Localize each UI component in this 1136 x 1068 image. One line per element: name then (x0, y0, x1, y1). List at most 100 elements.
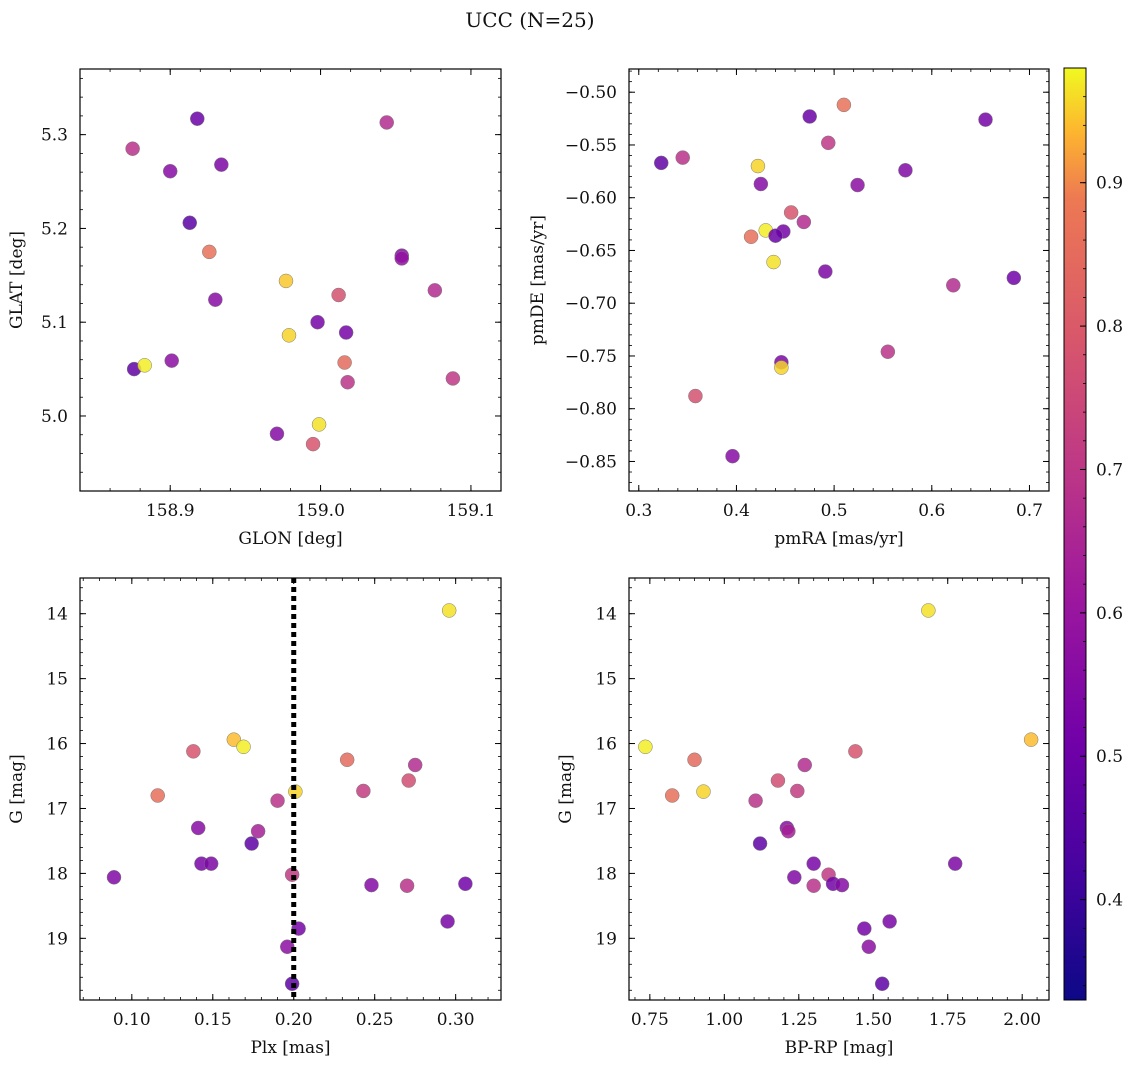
y-tick-label: 5.0 (41, 407, 68, 427)
y-axis-label: pmDE [mas/yr] (528, 215, 548, 345)
scatter-point (748, 793, 763, 808)
scatter-point (401, 773, 416, 788)
scatter-point (339, 752, 355, 768)
colorbar-tick-label: 0.7 (1096, 460, 1123, 480)
scatter-point (768, 228, 783, 243)
scatter-point (848, 744, 863, 759)
y-tick-label: 17 (46, 799, 68, 819)
y-tick-label: 5.3 (41, 126, 68, 146)
figure-title: UCC (N=25) (465, 8, 594, 32)
x-tick-label: 159.0 (296, 501, 345, 521)
scatter-point (164, 353, 179, 368)
scatter-point (1023, 732, 1039, 747)
scatter-point (208, 292, 223, 307)
scatter-point (190, 111, 205, 126)
x-tick-label: 0.10 (113, 1010, 151, 1030)
scatter-point (874, 976, 890, 992)
scatter-point (787, 870, 802, 885)
scatter-point (250, 823, 266, 839)
colorbar-tick-label: 0.5 (1096, 747, 1123, 767)
scatter-point (978, 112, 993, 127)
x-tick-label: 0.75 (631, 1010, 669, 1030)
scatter-point (802, 109, 817, 124)
scatter-point (770, 773, 786, 788)
x-tick-label: 0.3 (625, 501, 652, 521)
colorbar-tick-label: 0.4 (1096, 891, 1123, 911)
scatter-point (688, 388, 703, 404)
scatter-point (337, 355, 352, 370)
scatter-point (947, 856, 963, 871)
x-tick-label: 0.7 (1016, 501, 1043, 521)
scatter-point (821, 135, 836, 151)
scatter-point (427, 283, 443, 298)
x-tick-label: 159.1 (447, 501, 496, 521)
scatter-point (125, 141, 140, 156)
x-tick-label: 0.20 (275, 1010, 313, 1030)
scatter-point (766, 254, 781, 270)
y-tick-label: 16 (46, 735, 68, 755)
scatter-point (340, 374, 355, 390)
scatter-point (836, 97, 852, 113)
scatter-point (725, 448, 740, 464)
x-axis-label: GLON [deg] (238, 529, 342, 549)
x-tick-label: 1.75 (929, 1010, 967, 1030)
y-tick-label: 16 (595, 735, 617, 755)
x-tick-label: 1.00 (705, 1010, 743, 1030)
x-tick-label: 0.6 (918, 501, 945, 521)
scatter-point (783, 205, 799, 220)
scatter-point (379, 115, 394, 130)
scatter-point (305, 436, 321, 452)
y-tick-label: 14 (595, 605, 617, 625)
x-tick-label: 0.25 (356, 1010, 394, 1030)
x-tick-label: 0.30 (437, 1010, 475, 1030)
scatter-point (182, 215, 198, 231)
y-tick-label: −0.80 (565, 400, 617, 420)
y-tick-label: 5.1 (41, 313, 68, 333)
x-tick-label: 0.4 (723, 501, 750, 521)
scatter-point (106, 870, 122, 885)
scatter-point (752, 836, 768, 851)
scatter-point (310, 314, 325, 330)
scatter-point (441, 603, 457, 618)
scatter-point (190, 820, 206, 836)
scatter-point (834, 877, 850, 893)
axes-frame (79, 577, 502, 1001)
y-tick-label: −0.65 (565, 241, 617, 261)
scatter-point (244, 836, 259, 851)
colorbar-tick-label: 0.6 (1096, 604, 1123, 624)
x-tick-label: 158.9 (146, 501, 195, 521)
x-axis-label: pmRA [mas/yr] (774, 529, 903, 549)
scatter-point (638, 739, 653, 755)
y-tick-label: 18 (46, 864, 68, 884)
x-axis-label: BP-RP [mag] (785, 1038, 894, 1058)
scatter-point (311, 417, 327, 432)
scatter-point (687, 752, 702, 768)
scatter-point (280, 939, 295, 955)
panel-pmra-pmde: 0.3 0.4 0.5 0.6 0.7 −0.85 −0.80 −0.75 −0.70 −0.65… (528, 68, 1050, 549)
y-tick-label: 17 (595, 799, 617, 819)
y-tick-label: 5.2 (41, 219, 68, 239)
scatter-point (440, 914, 455, 929)
scatter-point (946, 278, 961, 293)
panel-plx-g: 0.10 0.15 0.20 0.25 0.30 14 15 16 17 18 19 Plx [mas… (7, 577, 502, 1058)
y-tick-label: −0.70 (565, 294, 617, 314)
scatter-point (399, 878, 415, 893)
scatter-point (790, 783, 805, 799)
colorbar-gradient (1063, 67, 1087, 1001)
scatter-point (281, 328, 297, 343)
scatter-point (202, 244, 217, 260)
scatter-point (331, 287, 346, 303)
y-tick-label: −0.50 (565, 83, 617, 103)
scatter-point (186, 744, 201, 759)
panels: 158.9 159.0 159.1 5.0 5.1 5.2 5.3 GLON [deg] GLA… (7, 68, 1050, 1058)
x-axis-label: Plx [mas] (250, 1038, 330, 1058)
scatter-point (203, 856, 219, 871)
y-tick-label: −0.55 (565, 136, 617, 156)
scatter-point (774, 360, 789, 375)
scatter-point (278, 273, 294, 289)
y-tick-label: −0.75 (565, 347, 617, 367)
scatter-point (236, 739, 251, 755)
scatter-point (364, 877, 379, 893)
y-tick-label: −0.85 (565, 452, 617, 472)
